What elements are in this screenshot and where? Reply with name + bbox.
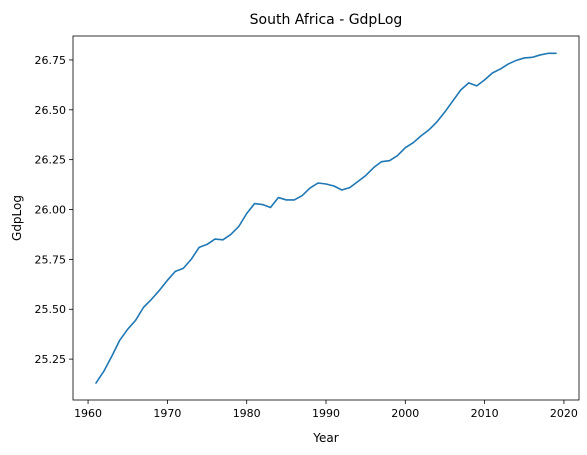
- x-tick-label: 1960: [74, 407, 102, 420]
- y-tick-label: 26.50: [35, 104, 67, 117]
- y-axis-label: GdpLog: [10, 195, 24, 241]
- y-tick-label: 25.50: [35, 303, 67, 316]
- x-tick-label: 1980: [233, 407, 261, 420]
- y-tick-label: 26.00: [35, 204, 67, 217]
- y-tick-label: 26.25: [35, 154, 67, 167]
- x-tick-label: 1990: [312, 407, 340, 420]
- x-tick-label: 2020: [550, 407, 578, 420]
- x-axis: 1960 1970 1980 1990 2000 2010 2020: [74, 400, 578, 420]
- x-axis-label: Year: [312, 431, 338, 445]
- y-tick-label: 25.75: [35, 253, 67, 266]
- y-axis: 25.25 25.50 25.75 26.00 26.25 26.50 26.75: [35, 54, 73, 366]
- x-tick-label: 1970: [153, 407, 181, 420]
- chart-title: South Africa - GdpLog: [250, 12, 403, 28]
- x-tick-label: 2010: [471, 407, 499, 420]
- y-tick-label: 25.25: [35, 353, 67, 366]
- plot-area: [72, 35, 580, 401]
- y-tick-label: 26.75: [35, 54, 67, 67]
- x-tick-label: 2000: [391, 407, 419, 420]
- series-line: [95, 52, 557, 384]
- plot-frame: [72, 35, 580, 401]
